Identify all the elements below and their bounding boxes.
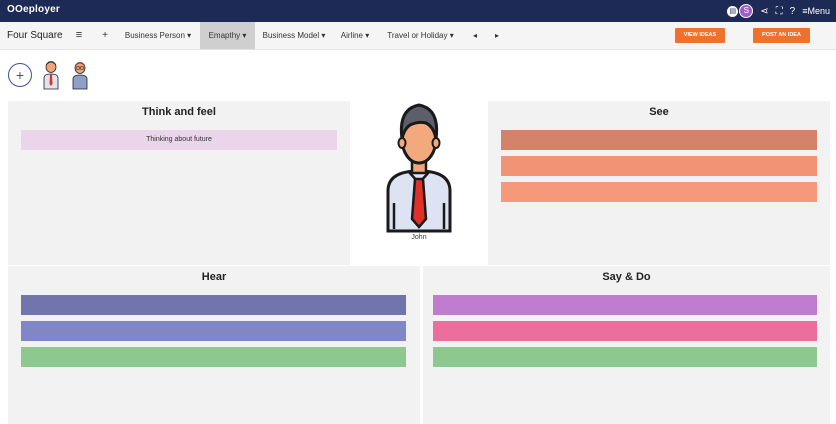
help-icon[interactable]: ? bbox=[789, 5, 796, 17]
share-icon[interactable]: ⋖ bbox=[760, 5, 769, 17]
think-feel-panel: Think and feel Thinking about future bbox=[8, 101, 350, 265]
hamburger-icon[interactable]: ≡ bbox=[75, 29, 83, 41]
person-avatar-icon[interactable] bbox=[42, 60, 60, 90]
toolbar: Four Square ≡ + Business Person ▾ Emapth… bbox=[0, 22, 836, 50]
tab-business-model[interactable]: Business Model ▾ bbox=[262, 31, 326, 40]
view-ideas-button[interactable]: VIEW IDEAS bbox=[675, 28, 725, 43]
say-do-note[interactable] bbox=[433, 321, 817, 341]
tab-travel-or-holiday[interactable]: Travel or Holiday ▾ bbox=[387, 31, 454, 40]
app-logo[interactable]: OOeployer bbox=[7, 4, 60, 15]
add-tab-icon[interactable]: + bbox=[102, 30, 108, 41]
top-icons: ▤ S ⋖ ⛶ ? ≡Menu bbox=[727, 3, 830, 19]
say-do-title: Say & Do bbox=[602, 271, 651, 283]
persona-illustration-icon bbox=[386, 103, 452, 233]
think-feel-note-text: Thinking about future bbox=[146, 136, 212, 143]
hear-title: Hear bbox=[201, 271, 227, 283]
tab-business-person[interactable]: Business Person ▾ bbox=[124, 31, 192, 40]
say-do-panel: Say & Do bbox=[423, 266, 830, 424]
hear-note[interactable] bbox=[21, 295, 406, 315]
add-person-button[interactable]: + bbox=[8, 63, 32, 87]
think-feel-note[interactable]: Thinking about future bbox=[21, 130, 337, 150]
think-feel-title: Think and feel bbox=[142, 106, 216, 118]
next-tab-icon[interactable]: ▸ bbox=[494, 31, 499, 40]
see-title: See bbox=[649, 106, 669, 118]
say-do-note[interactable] bbox=[433, 347, 817, 367]
persona-card: John bbox=[351, 101, 487, 265]
see-note[interactable] bbox=[501, 130, 817, 150]
post-idea-button[interactable]: POST AN IDEA bbox=[753, 28, 810, 43]
persona-name: John bbox=[411, 234, 427, 241]
hear-panel: Hear bbox=[8, 266, 420, 424]
menu-button[interactable]: ≡Menu bbox=[802, 6, 830, 16]
user-avatar[interactable]: S bbox=[739, 4, 754, 18]
see-note[interactable] bbox=[501, 182, 817, 202]
hear-note[interactable] bbox=[21, 321, 406, 341]
page-title: Four Square bbox=[7, 30, 63, 41]
see-panel: See bbox=[488, 101, 830, 265]
tab-emapthy[interactable]: Emapthy ▾ bbox=[200, 22, 255, 49]
say-do-note[interactable] bbox=[433, 295, 817, 315]
hear-note[interactable] bbox=[21, 347, 406, 367]
tab-airline[interactable]: Airline ▾ bbox=[340, 31, 370, 40]
top-bar: OOeployer ▤ S ⋖ ⛶ ? ≡Menu bbox=[0, 0, 836, 22]
prev-tab-icon[interactable]: ◂ bbox=[472, 31, 477, 40]
fullscreen-icon[interactable]: ⛶ bbox=[775, 5, 783, 17]
person-glasses-avatar-icon[interactable] bbox=[71, 60, 89, 90]
see-note[interactable] bbox=[501, 156, 817, 176]
chat-icon[interactable]: ▤ bbox=[727, 5, 739, 17]
